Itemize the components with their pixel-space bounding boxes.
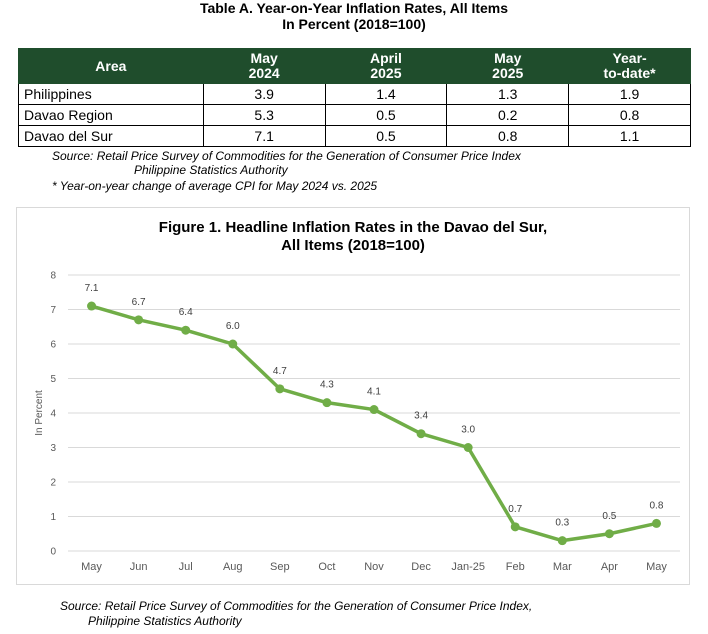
cell-may-2025: 0.2 bbox=[446, 104, 570, 126]
figure-source-line1: Source: Retail Price Survey of Commoditi… bbox=[60, 599, 533, 613]
data-point bbox=[369, 405, 379, 415]
data-point bbox=[134, 315, 144, 325]
data-point bbox=[87, 301, 97, 311]
x-tick-label: Oct bbox=[318, 561, 335, 573]
data-point bbox=[322, 398, 332, 408]
figure-source: Source: Retail Price Survey of Commoditi… bbox=[60, 599, 532, 629]
x-tick-label: Jun bbox=[130, 561, 148, 573]
x-tick-label: Apr bbox=[601, 561, 618, 573]
cell-ytd: 1.1 bbox=[568, 125, 691, 147]
data-point bbox=[651, 518, 661, 528]
data-label: 0.5 bbox=[602, 511, 616, 522]
data-labels: 7.1 6.7 6.4 6.0 4.7 4.3 4.1 3.4 3.0 0.7 0.3 0.5 0.8 bbox=[85, 283, 664, 529]
data-label: 3.0 bbox=[461, 425, 475, 436]
y-tick-label: 3 bbox=[50, 443, 56, 454]
chart-gridlines bbox=[68, 274, 680, 552]
data-label: 4.7 bbox=[273, 366, 287, 377]
table-notes: Source: Retail Price Survey of Commoditi… bbox=[52, 149, 521, 193]
data-point bbox=[275, 384, 285, 394]
cell-area: Davao Region bbox=[18, 104, 204, 126]
y-tick-label: 4 bbox=[50, 409, 56, 420]
y-axis-label: In Percent bbox=[34, 390, 45, 436]
y-tick-label: 6 bbox=[50, 340, 56, 351]
x-tick-label: Jul bbox=[179, 561, 193, 573]
line-chart: 0 1 2 3 4 5 6 7 8 May Jun Jul Aug Sep Oct Nov Dec Jan-25… bbox=[34, 271, 680, 573]
y-tick-label: 8 bbox=[50, 271, 56, 282]
y-tick-label: 5 bbox=[50, 374, 56, 385]
y-tick-label: 1 bbox=[50, 512, 56, 523]
cell-apr-2025: 0.5 bbox=[324, 125, 448, 147]
chart-title-line2: All Items (2018=100) bbox=[281, 237, 425, 254]
header-year-to-date: Year-to-date* bbox=[568, 48, 691, 84]
data-point bbox=[604, 529, 614, 539]
cell-may-2024: 5.3 bbox=[202, 104, 326, 126]
table-title-line2: In Percent (2018=100) bbox=[282, 16, 426, 32]
data-label: 4.1 bbox=[367, 387, 381, 398]
x-tick-label: Feb bbox=[506, 561, 525, 573]
cell-may-2024: 7.1 bbox=[202, 125, 326, 147]
header-area: Area bbox=[18, 48, 204, 84]
data-label: 3.4 bbox=[414, 411, 428, 422]
data-point bbox=[416, 429, 426, 439]
table-row: Davao del Sur 7.1 0.5 0.8 1.1 bbox=[18, 125, 691, 147]
y-tick-label: 7 bbox=[50, 305, 56, 316]
data-point bbox=[557, 536, 567, 546]
cell-apr-2025: 0.5 bbox=[324, 104, 448, 126]
cell-area: Philippines bbox=[18, 83, 204, 105]
cell-may-2025: 1.3 bbox=[446, 83, 570, 105]
x-tick-label: May bbox=[646, 561, 667, 573]
table-header-row: Area May 2024 April 2025 May 2025 Year-to-d… bbox=[18, 48, 691, 84]
x-tick-label: Dec bbox=[411, 561, 431, 573]
cell-apr-2025: 1.4 bbox=[324, 83, 448, 105]
data-point bbox=[510, 522, 520, 532]
x-axis-ticks: May Jun Jul Aug Sep Oct Nov Dec Jan-25 Feb Mar Apr M… bbox=[81, 561, 667, 573]
x-tick-label: Mar bbox=[553, 561, 572, 573]
table-title: Table A. Year-on-Year Inflation Rates, A… bbox=[0, 0, 708, 32]
data-point bbox=[181, 325, 191, 335]
header-may-2025: May 2025 bbox=[446, 48, 570, 84]
data-label: 0.3 bbox=[555, 518, 569, 529]
data-point bbox=[228, 339, 238, 349]
x-tick-label: Sep bbox=[270, 561, 290, 573]
header-april-2025: April 2025 bbox=[324, 48, 448, 84]
header-may-2024: May 2024 bbox=[202, 48, 326, 84]
x-tick-label: May bbox=[81, 561, 102, 573]
table-row: Davao Region 5.3 0.5 0.2 0.8 bbox=[18, 104, 691, 126]
table-title-line1: Table A. Year-on-Year Inflation Rates, A… bbox=[199, 0, 509, 16]
table-row: Philippines 3.9 1.4 1.3 1.9 bbox=[18, 83, 691, 105]
data-label: 0.8 bbox=[650, 500, 664, 511]
data-label: 6.4 bbox=[179, 307, 193, 318]
data-label: 4.3 bbox=[320, 380, 334, 391]
y-tick-label: 2 bbox=[50, 478, 56, 489]
cell-area: Davao del Sur bbox=[18, 125, 204, 147]
data-point bbox=[463, 443, 473, 452]
chart-title-line1: Figure 1. Headline Inflation Rates in th… bbox=[158, 219, 548, 236]
series-line bbox=[91, 304, 657, 543]
cell-may-2025: 0.8 bbox=[446, 125, 570, 147]
chart-title: Figure 1. Headline Inflation Rates in th… bbox=[16, 219, 690, 255]
figure-source-line2: Philippine Statistics Authority bbox=[88, 614, 242, 628]
x-tick-label: Jan-25 bbox=[451, 561, 485, 573]
cell-ytd: 1.9 bbox=[568, 83, 691, 105]
data-label: 7.1 bbox=[85, 283, 99, 294]
table-source-line1: Source: Retail Price Survey of Commoditi… bbox=[52, 149, 521, 163]
data-label: 6.0 bbox=[226, 321, 240, 332]
x-tick-label: Aug bbox=[223, 561, 243, 573]
y-axis-ticks: 0 1 2 3 4 5 6 7 8 bbox=[50, 271, 56, 558]
cell-may-2024: 3.9 bbox=[202, 83, 326, 105]
chart-frame bbox=[16, 207, 690, 585]
table-source-line2: Philippine Statistics Authority bbox=[134, 163, 288, 177]
data-label: 0.7 bbox=[508, 504, 522, 515]
cell-ytd: 0.8 bbox=[568, 104, 691, 126]
series-inflation bbox=[87, 301, 661, 546]
table-footnote: * Year-on-year change of average CPI for… bbox=[52, 179, 378, 193]
x-tick-label: Nov bbox=[364, 561, 384, 573]
data-label: 6.7 bbox=[132, 297, 146, 308]
inflation-table: Area May 2024 April 2025 May 2025 Year-to-d… bbox=[18, 48, 691, 147]
y-tick-label: 0 bbox=[50, 547, 56, 558]
